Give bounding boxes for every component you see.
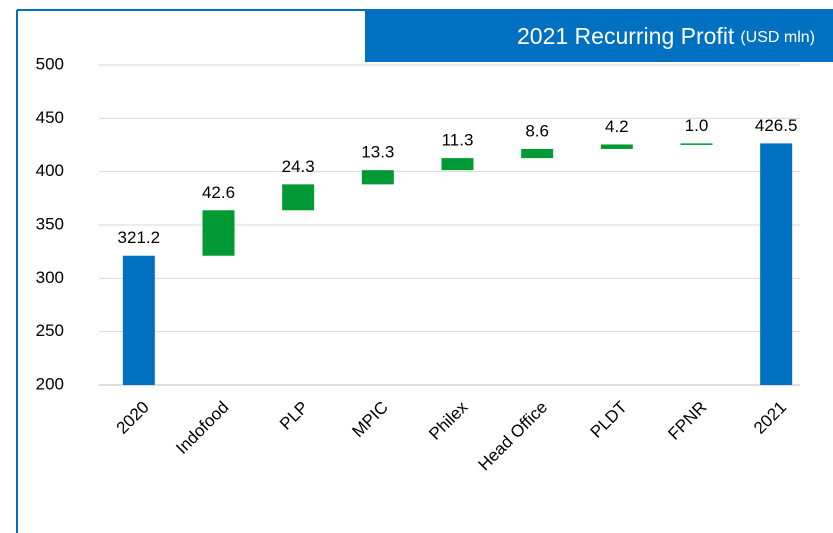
bar	[122, 255, 155, 385]
x-tick-label: Indofood	[172, 398, 232, 458]
title-group: 2021 Recurring Profit (USD mln)	[517, 23, 815, 49]
value-label: 13.3	[361, 143, 394, 162]
value-label: 8.6	[525, 121, 549, 140]
value-label: 1.0	[685, 116, 709, 135]
y-tick-label: 450	[36, 108, 64, 127]
y-tick-label: 350	[36, 214, 64, 233]
bar	[282, 184, 315, 211]
chart-subtitle: (USD mln)	[740, 29, 815, 46]
x-tick-label: Philex	[425, 397, 472, 444]
y-tick-label: 300	[36, 268, 64, 287]
bar	[600, 144, 633, 149]
x-tick-label: 2021	[750, 398, 790, 438]
x-tick-label: PLDT	[587, 398, 631, 442]
value-label: 24.3	[282, 157, 315, 176]
chart-title: 2021 Recurring Profit	[517, 23, 735, 49]
title-box	[365, 9, 833, 62]
y-tick-label: 500	[36, 54, 64, 73]
y-tick-label: 200	[36, 374, 64, 393]
bar	[361, 170, 394, 185]
x-tick-label: Head Office	[474, 398, 551, 475]
x-tick-label: MPIC	[348, 398, 391, 441]
bar	[521, 148, 554, 159]
x-tick-label: 2020	[113, 398, 153, 438]
value-label: 42.6	[202, 183, 235, 202]
bar	[760, 143, 793, 385]
value-label: 321.2	[118, 228, 161, 247]
x-tick-label: PLP	[276, 398, 312, 434]
bar	[441, 158, 474, 171]
bar	[202, 210, 235, 256]
bar	[680, 143, 713, 145]
value-label: 11.3	[442, 131, 474, 150]
y-tick-label: 400	[36, 161, 64, 180]
value-label: 426.5	[755, 116, 798, 135]
value-label: 4.2	[605, 117, 629, 136]
y-tick-label: 250	[36, 321, 64, 340]
x-tick-label: FPNR	[664, 398, 710, 444]
